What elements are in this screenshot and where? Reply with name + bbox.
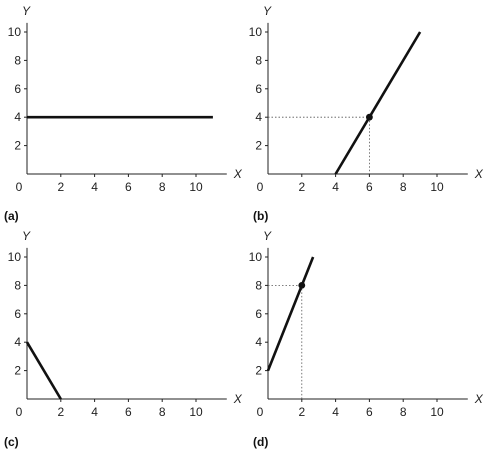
x-tick-label: 4 <box>91 405 98 419</box>
chart-panel-3: X Y 0 2 4 6 8 10 2 4 6 8 10 (c) <box>4 229 243 449</box>
x-axis-title: X <box>474 167 484 181</box>
y-tick-label: 2 <box>14 139 21 153</box>
y-axis-title: Y <box>22 229 31 243</box>
series-line <box>25 341 62 400</box>
x-tick-label: 10 <box>189 405 203 419</box>
x-tick-label: 2 <box>298 405 305 419</box>
highlight-point <box>298 282 306 289</box>
panel-label: (a) <box>4 209 19 223</box>
x-tick-label: 0 <box>16 180 23 194</box>
y-axis-title: Y <box>263 4 272 18</box>
x-tick-label: 2 <box>57 180 64 194</box>
y-tick-label: 8 <box>255 53 262 67</box>
x-axis-title: X <box>233 167 243 181</box>
x-tick-label: 10 <box>189 180 203 194</box>
y-tick-label: 6 <box>255 307 262 321</box>
y-tick-label: 8 <box>14 278 21 292</box>
x-tick-label: 0 <box>16 405 23 419</box>
y-tick-label: 2 <box>14 364 21 378</box>
y-tick-label: 8 <box>255 278 262 292</box>
x-tick-label: 0 <box>257 180 264 194</box>
x-axis-title: X <box>233 392 243 406</box>
chart-panel-2: X Y 0 2 4 6 8 10 2 4 6 8 10 (b) <box>249 4 484 223</box>
chart-panel-4: X Y 0 2 4 6 8 10 2 4 6 8 10 (d) <box>249 229 484 449</box>
x-tick-label: 6 <box>366 405 373 419</box>
y-axis-title: Y <box>22 4 31 18</box>
x-axis-title: X <box>474 392 484 406</box>
x-tick-label: 8 <box>400 180 407 194</box>
x-tick-label: 2 <box>57 405 64 419</box>
x-tick-label: 2 <box>298 180 305 194</box>
y-tick-label: 10 <box>249 25 263 39</box>
series-line <box>266 256 315 372</box>
y-tick-label: 4 <box>255 335 262 349</box>
y-tick-label: 6 <box>14 307 21 321</box>
chart-panel-1: X Y 0 2 4 6 8 10 2 4 6 8 10 (a) <box>4 4 243 223</box>
y-tick-label: 6 <box>14 82 21 96</box>
x-tick-label: 8 <box>159 180 166 194</box>
y-axis-title: Y <box>263 229 272 243</box>
x-tick-label: 6 <box>366 180 373 194</box>
x-tick-label: 6 <box>125 405 132 419</box>
x-tick-label: 10 <box>430 180 444 194</box>
panel-label: (d) <box>253 435 268 449</box>
x-tick-label: 4 <box>91 180 98 194</box>
series-line <box>334 31 422 175</box>
panel-label: (b) <box>253 209 268 223</box>
y-tick-label: 10 <box>249 250 263 264</box>
y-tick-label: 2 <box>255 139 262 153</box>
y-tick-label: 4 <box>14 335 21 349</box>
y-tick-label: 4 <box>255 110 262 124</box>
x-tick-label: 8 <box>400 405 407 419</box>
x-tick-label: 6 <box>125 180 132 194</box>
x-tick-label: 8 <box>159 405 166 419</box>
x-tick-label: 0 <box>257 405 264 419</box>
y-tick-label: 10 <box>8 250 22 264</box>
x-tick-label: 4 <box>332 180 339 194</box>
highlight-point <box>366 113 373 121</box>
x-tick-label: 10 <box>430 405 444 419</box>
y-tick-label: 10 <box>8 25 22 39</box>
y-tick-label: 8 <box>14 53 21 67</box>
panel-label: (c) <box>4 435 19 449</box>
y-tick-label: 4 <box>14 110 21 124</box>
x-tick-label: 4 <box>332 405 339 419</box>
y-tick-label: 6 <box>255 82 262 96</box>
y-tick-label: 2 <box>255 364 262 378</box>
